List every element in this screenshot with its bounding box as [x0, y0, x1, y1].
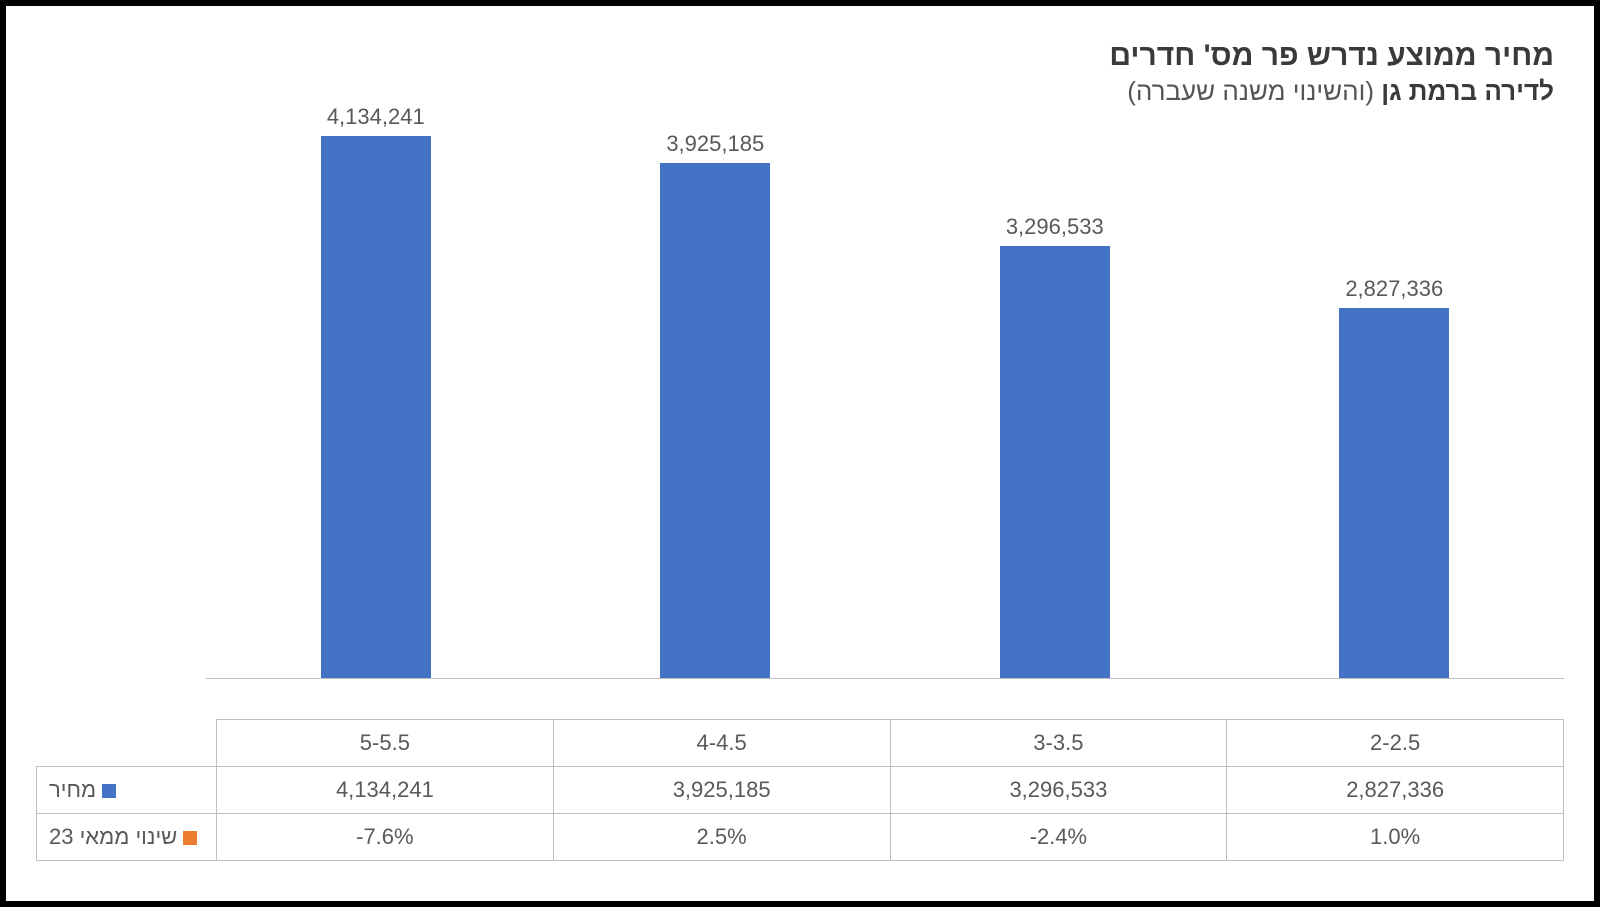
table-category-cell: 2-2.5 — [1227, 720, 1564, 767]
change-swatch-icon — [183, 831, 197, 845]
table-corner-cell — [37, 720, 217, 767]
table-row-header-change: שינוי ממאי 23 — [37, 814, 217, 861]
bar-column: 3,925,185 — [546, 46, 886, 679]
table-price-cell: 2,827,336 — [1227, 767, 1564, 814]
chart-frame: מחיר ממוצע נדרש פר מס' חדרים לדירה ברמת … — [0, 0, 1600, 907]
table-price-cell: 3,925,185 — [553, 767, 890, 814]
bar-value-label: 3,925,185 — [666, 131, 764, 157]
bar — [1000, 246, 1110, 679]
price-swatch-icon — [102, 784, 116, 798]
table-row-header-price: מחיר — [37, 767, 217, 814]
table-category-cell: 3-3.5 — [890, 720, 1227, 767]
table-price-cell: 3,296,533 — [890, 767, 1227, 814]
bar — [660, 163, 770, 679]
x-axis-baseline — [206, 678, 1564, 679]
bar-value-label: 3,296,533 — [1006, 214, 1104, 240]
price-row-label: מחיר — [49, 777, 96, 802]
table-row-change: שינוי ממאי 23 -7.6%2.5%-2.4%1.0% — [37, 814, 1564, 861]
table-change-cell: -2.4% — [890, 814, 1227, 861]
table-price-cell: 4,134,241 — [217, 767, 554, 814]
bar-value-label: 2,827,336 — [1345, 276, 1443, 302]
change-row-label: שינוי ממאי 23 — [49, 824, 177, 849]
table-change-cell: -7.6% — [217, 814, 554, 861]
data-table: 5-5.54-4.53-3.52-2.5 מחיר 4,134,2413,925,1… — [36, 719, 1564, 861]
table-row-categories: 5-5.54-4.53-3.52-2.5 — [37, 720, 1564, 767]
bar-column: 2,827,336 — [1225, 46, 1565, 679]
table-category-cell: 5-5.5 — [217, 720, 554, 767]
bars-container: 4,134,241 3,925,185 3,296,533 2,827,336 — [206, 46, 1564, 679]
bar-value-label: 4,134,241 — [327, 104, 425, 130]
bar-column: 4,134,241 — [206, 46, 546, 679]
bar-column: 3,296,533 — [885, 46, 1225, 679]
bar — [321, 136, 431, 679]
table-change-cell: 1.0% — [1227, 814, 1564, 861]
table-change-cell: 2.5% — [553, 814, 890, 861]
plot-area: 4,134,241 3,925,185 3,296,533 2,827,336 — [36, 46, 1564, 679]
table-category-cell: 4-4.5 — [553, 720, 890, 767]
table-row-price: מחיר 4,134,2413,925,1853,296,5332,827,336 — [37, 767, 1564, 814]
bar — [1339, 308, 1449, 679]
